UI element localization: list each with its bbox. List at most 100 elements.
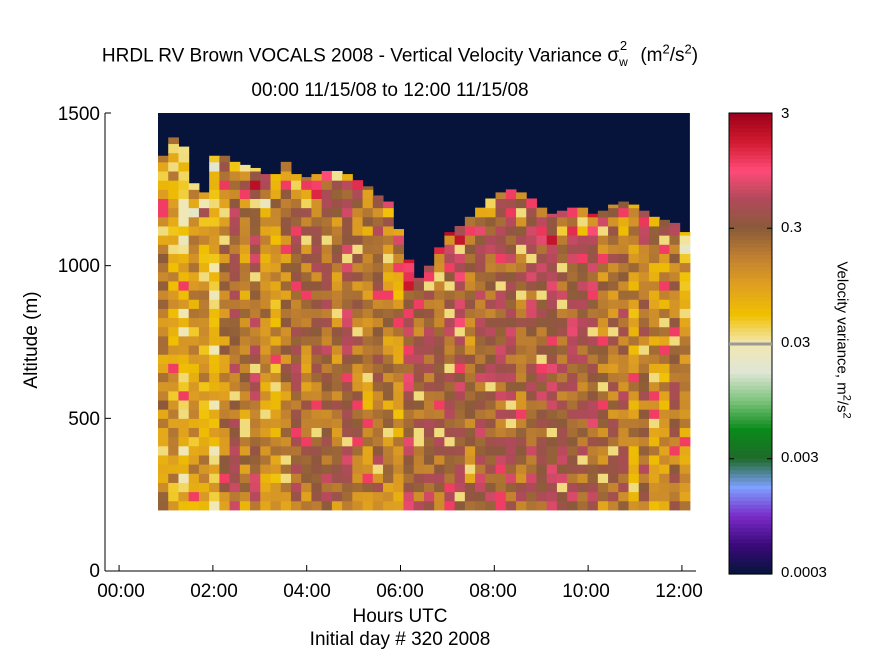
heatmap-cell (638, 345, 650, 355)
heatmap-cell (495, 454, 507, 465)
heatmap-cell (618, 235, 630, 245)
heatmap-cell (280, 335, 292, 346)
heatmap-cell (546, 400, 558, 410)
heatmap-cell (352, 491, 364, 502)
heatmap-cell (342, 198, 353, 209)
heatmap-cell (567, 372, 578, 383)
heatmap-cell (219, 262, 231, 273)
heatmap-cell (178, 171, 190, 181)
heatmap-cell (229, 326, 241, 337)
heatmap-cell (158, 271, 169, 282)
heatmap-cell (270, 491, 282, 502)
heatmap-cell (331, 308, 343, 319)
heatmap-cell (301, 198, 312, 209)
heatmap-cell (352, 235, 364, 245)
heatmap-cell (679, 262, 691, 273)
heatmap-cell (485, 427, 497, 438)
heatmap-cell (485, 216, 497, 227)
heatmap-cell (648, 354, 660, 364)
heatmap-cell (372, 326, 384, 337)
heatmap-cell (188, 290, 200, 300)
heatmap-cell (352, 345, 364, 355)
heatmap-cell (587, 262, 599, 273)
heatmap-cell (577, 244, 589, 254)
heatmap-cell (659, 372, 670, 383)
heatmap-cell (280, 409, 292, 419)
colorbar-segment (729, 243, 772, 249)
heatmap-cell (413, 409, 425, 419)
heatmap-cell (280, 436, 292, 447)
heatmap-cell (413, 473, 425, 483)
heatmap-cell (608, 400, 619, 410)
heatmap-cell (454, 317, 466, 328)
heatmap-cell (608, 271, 619, 282)
heatmap-cell (178, 427, 190, 438)
heatmap-cell (158, 326, 169, 337)
heatmap-cell (188, 491, 200, 502)
heatmap-cell (546, 372, 558, 383)
heatmap-cell (434, 427, 445, 438)
heatmap-cell (485, 299, 497, 309)
heatmap-cell (423, 345, 435, 355)
heatmap-cell (362, 436, 374, 447)
heatmap-cell (260, 207, 272, 218)
heatmap-cell (403, 491, 415, 502)
heatmap-cell (352, 473, 364, 483)
heatmap-cell (331, 216, 343, 227)
heatmap-cell (669, 335, 681, 346)
heatmap-cell (648, 491, 660, 502)
heatmap-cell (178, 198, 190, 209)
heatmap-cell (383, 390, 394, 401)
heatmap-cell (260, 409, 272, 419)
heatmap-cell (413, 381, 425, 392)
heatmap-cell (567, 225, 578, 236)
heatmap-cell (669, 354, 681, 364)
heatmap-cell (567, 500, 578, 511)
heatmap-cell (229, 436, 241, 447)
heatmap-cell (403, 381, 415, 392)
colorbar-segment (729, 224, 772, 229)
heatmap-cell (608, 290, 619, 300)
heatmap-cell (526, 335, 537, 346)
heatmap-cell (648, 345, 660, 355)
heatmap-cell (638, 482, 650, 493)
heatmap-cell (597, 235, 609, 245)
heatmap-cell (413, 390, 425, 401)
heatmap-cell (536, 445, 548, 456)
heatmap-cell (505, 345, 517, 355)
heatmap-cell (178, 326, 190, 337)
colorbar-segment (729, 401, 772, 406)
heatmap-cell (526, 436, 537, 447)
heatmap-cell (239, 427, 251, 438)
heatmap-cell (536, 500, 548, 511)
heatmap-cell (495, 436, 507, 447)
heatmap-cell (454, 454, 466, 465)
colorbar-segment (729, 470, 772, 475)
heatmap-cell (434, 326, 445, 337)
heatmap-cell (434, 500, 445, 511)
heatmap-cell (505, 280, 517, 291)
heatmap-cell (331, 262, 343, 273)
heatmap-cell (342, 473, 353, 483)
heatmap-cell (301, 390, 312, 401)
heatmap-cell (587, 372, 599, 383)
heatmap-cell (280, 454, 292, 465)
heatmap-cell (495, 482, 507, 493)
heatmap-cell (198, 216, 210, 227)
heatmap-cell (505, 482, 517, 493)
heatmap-cell (505, 290, 517, 300)
heatmap-cell (393, 500, 404, 511)
heatmap-cell (372, 335, 384, 346)
heatmap-cell (229, 189, 241, 199)
heatmap-cell (628, 491, 640, 502)
heatmap-cell (526, 445, 537, 456)
heatmap-cell (250, 473, 261, 483)
heatmap-cell (454, 280, 466, 291)
heatmap-cell (546, 427, 558, 438)
heatmap-cell (546, 473, 558, 483)
heatmap-cell (229, 482, 241, 493)
heatmap-cell (495, 335, 507, 346)
colorbar-segment (729, 162, 772, 168)
heatmap-cell (597, 482, 609, 493)
heatmap-cell (423, 390, 435, 401)
